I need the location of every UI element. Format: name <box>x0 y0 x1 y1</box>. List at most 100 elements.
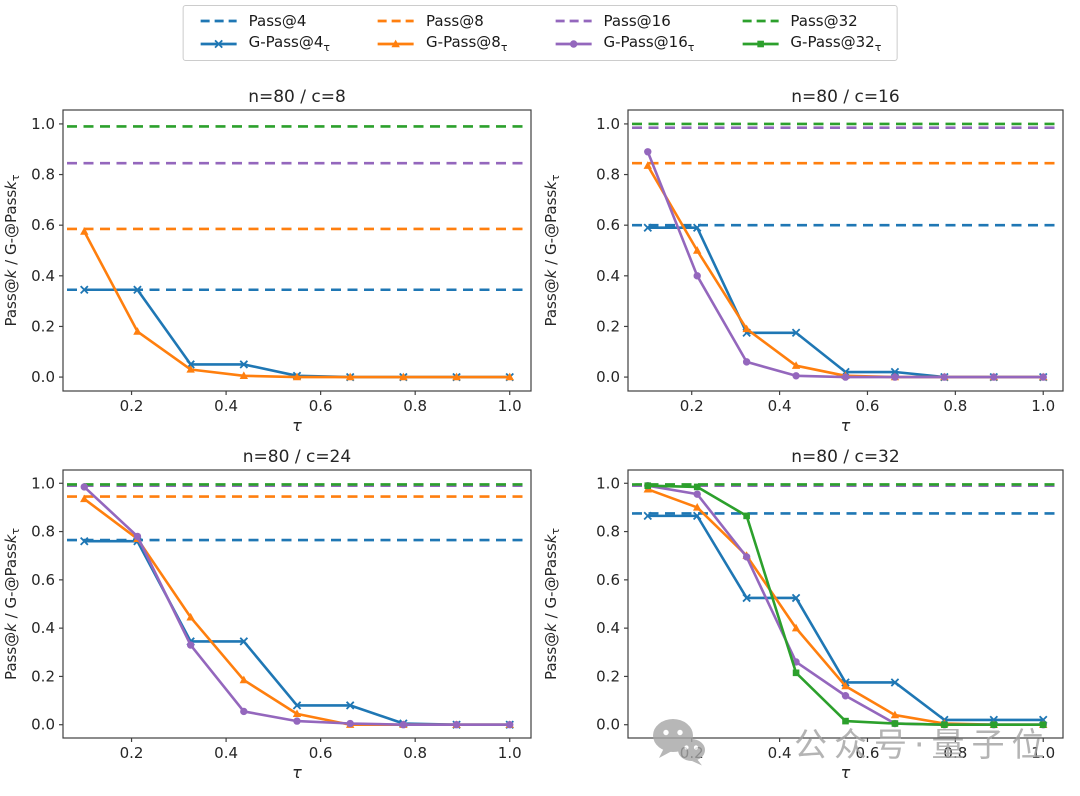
y-tick-label: 0.2 <box>596 667 620 685</box>
subplot-n-80-c-8: n=80 / c=8 0.2 0.4 0.6 0.8 1.0 0.0 0.2 0.4 0.6 0.8… <box>2 87 532 435</box>
legend-solid-line-icon <box>200 39 237 48</box>
series-g-pass-32 <box>644 482 1047 729</box>
y-tick-label: 0.8 <box>31 523 55 541</box>
subplot-n-80-c-32: n=80 / c=32 0.2 0.4 0.6 0.8 1.0 0.0 0.2 0.4 0.6 0.… <box>542 447 1064 782</box>
x-tick-label: 1.0 <box>498 397 522 415</box>
x-tick-label: 0.4 <box>214 744 238 762</box>
marker-square-icon <box>941 721 948 729</box>
marker-x-icon <box>692 511 702 521</box>
legend-label: G-Pass@8τ <box>426 33 508 54</box>
marker-triangle-icon <box>791 361 801 369</box>
legend-solid-line-icon <box>742 40 779 47</box>
marker-x-icon <box>80 536 89 546</box>
series-g-pass-4 <box>80 285 514 382</box>
marker-triangle-icon <box>292 709 302 718</box>
series-g-pass-16 <box>80 483 514 729</box>
legend-label: Pass@8 <box>426 12 484 30</box>
y-tick-label: 0.8 <box>31 166 55 184</box>
marker-triangle-icon <box>693 246 702 254</box>
marker-x-icon <box>133 285 142 294</box>
marker-circle-icon <box>792 372 800 380</box>
y-tick-label: 0.0 <box>596 368 620 386</box>
legend-label: G-Pass@4τ <box>248 33 331 54</box>
legend-item-g-pass-4: G-Pass@4τ <box>199 33 330 54</box>
series-g-pass-4 <box>643 511 1048 725</box>
marker-triangle-icon <box>841 681 850 690</box>
marker-circle-icon <box>569 39 578 48</box>
marker-square-icon <box>990 721 998 729</box>
marker-circle-icon <box>644 148 652 156</box>
series-g-pass-8 <box>80 494 514 728</box>
marker-triangle-icon <box>186 365 195 373</box>
y-tick-label: 0.8 <box>596 523 620 541</box>
x-tick-label: 0.6 <box>856 397 880 415</box>
series-line <box>82 485 512 727</box>
y-axis-label: Pass@k / G-@Passkτ <box>2 174 22 326</box>
marker-square-icon <box>891 720 899 727</box>
axes-frame <box>62 469 532 739</box>
x-tick-label: 0.2 <box>120 744 144 762</box>
marker-circle-icon <box>742 358 751 366</box>
series-g-pass-16 <box>644 148 1047 381</box>
y-axis-label: Pass@k / G-@Passkτ <box>542 174 562 326</box>
x-tick-label: 0.4 <box>768 744 792 762</box>
marker-triangle-icon <box>239 371 249 380</box>
x-axis-label: τ <box>841 763 851 782</box>
marker-triangle-icon <box>452 372 461 381</box>
y-tick-label: 0.2 <box>596 317 620 335</box>
series-line <box>82 288 512 379</box>
y-tick-label: 0.6 <box>31 216 55 234</box>
series-g-pass-8 <box>643 161 1048 381</box>
x-tick-label: 0.8 <box>403 744 427 762</box>
series-line <box>82 539 512 727</box>
y-tick-label: 1.0 <box>596 474 620 492</box>
marker-circle-icon <box>240 707 248 716</box>
legend-item-g-pass-32: G-Pass@32τ <box>740 33 881 54</box>
legend-item-pass-16: Pass@16 <box>553 12 694 30</box>
legend-label: Pass@32 <box>790 12 858 30</box>
marker-x-icon <box>643 511 653 521</box>
series-g-pass-4 <box>643 223 1048 382</box>
subplot-title: n=80 / c=8 <box>248 87 346 107</box>
marker-x-icon <box>791 593 801 603</box>
marker-square-icon <box>743 512 750 520</box>
x-tick-label: 0.2 <box>680 744 704 762</box>
marker-triangle-icon <box>133 327 142 335</box>
marker-x-icon <box>791 328 801 338</box>
marker-triangle-icon <box>186 612 195 621</box>
series-line <box>646 226 1045 379</box>
marker-x-icon <box>345 701 355 710</box>
chart-legend: Pass@4 Pass@8 Pass@16 Pass@32 G-Pass@4τ G-Pas… <box>182 5 898 61</box>
axes-frame <box>627 109 1064 392</box>
marker-square-icon <box>1039 721 1047 729</box>
y-tick-label: 0.6 <box>31 571 55 589</box>
axes-frame <box>62 109 532 392</box>
y-tick-label: 0.2 <box>31 317 55 335</box>
y-tick-label: 0.4 <box>31 267 55 285</box>
marker-triangle-icon <box>239 675 249 684</box>
y-tick-label: 0.6 <box>596 216 620 234</box>
x-tick-label: 0.4 <box>214 397 238 415</box>
y-axis-label: Pass@k / G-@Passkτ <box>2 528 22 680</box>
legend-item-pass-4: Pass@4 <box>199 12 330 30</box>
marker-x-icon <box>742 593 751 603</box>
x-tick-label: 0.6 <box>856 744 880 762</box>
legend-dashed-line-icon <box>378 19 415 23</box>
marker-triangle-icon <box>345 372 355 381</box>
series-g-pass-8 <box>80 227 514 381</box>
legend-dashed-line-icon <box>555 19 592 23</box>
marker-triangle-icon <box>643 161 652 169</box>
marker-circle-icon <box>742 553 751 561</box>
y-tick-label: 1.0 <box>31 115 55 133</box>
x-tick-label: 0.4 <box>768 397 792 415</box>
y-tick-label: 0.0 <box>31 368 55 386</box>
marker-square-icon <box>792 669 800 677</box>
x-tick-label: 0.2 <box>120 397 144 415</box>
marker-square-icon <box>693 483 701 491</box>
marker-triangle-icon <box>80 494 89 503</box>
marker-triangle-icon <box>391 39 401 47</box>
x-axis-label: τ <box>841 416 851 435</box>
subplot-n-80-c-16: n=80 / c=16 0.2 0.4 0.6 0.8 1.0 0.0 0.2 0.4 0.6 0.… <box>542 87 1064 435</box>
marker-circle-icon <box>1039 373 1047 381</box>
